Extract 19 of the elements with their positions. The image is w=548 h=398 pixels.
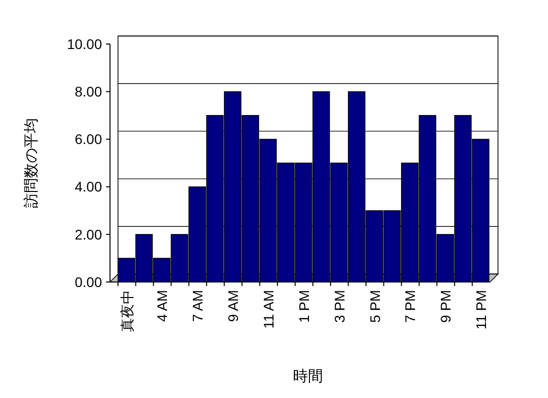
y-tick-label: 2.00 xyxy=(74,226,102,242)
x-tick-label: 9 PM xyxy=(438,290,454,323)
x-tick-label: 9 AM xyxy=(225,290,242,322)
y-axis-title: 訪問数の平均 xyxy=(23,118,40,208)
x-tick-label: 4 AM xyxy=(154,290,170,322)
x-tick-label: 3 PM xyxy=(331,290,348,323)
x-tick-label: 1 PM xyxy=(296,290,312,323)
x-tick-label: 11 PM xyxy=(473,290,490,330)
y-tick-label: 10.00 xyxy=(66,36,102,52)
x-axis-title: 時間 xyxy=(293,368,323,385)
y-tick-label: 6.00 xyxy=(74,131,102,148)
x-tick-label: 5 PM xyxy=(366,290,383,323)
y-tick-label: 8.00 xyxy=(74,84,102,100)
x-tick-label: 真夜中 xyxy=(118,290,135,332)
x-tick-label: 11 AM xyxy=(260,290,276,329)
x-tick-label: 7 AM xyxy=(190,290,206,322)
x-tick-label: 7 PM xyxy=(402,290,418,323)
y-tick-label: 4.00 xyxy=(74,178,102,195)
y-tick-label: 0.00 xyxy=(74,274,102,290)
